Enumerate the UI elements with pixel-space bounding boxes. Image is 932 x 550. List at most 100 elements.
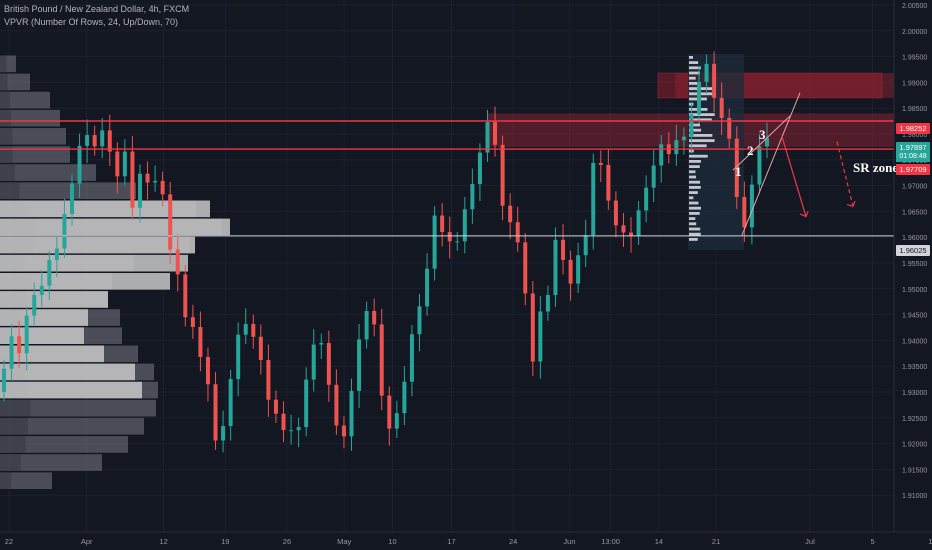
- candle: [417, 306, 422, 335]
- session-profile-row: [689, 170, 696, 174]
- volume-profile-row-part: [0, 91, 10, 109]
- candle: [545, 294, 550, 312]
- price-axis[interactable]: 2.00500 2.00000 1.99500 1.99000 1.98500 1.980…: [902, 3, 927, 500]
- session-profile-row: [689, 66, 701, 70]
- candle: [379, 324, 384, 396]
- session-profile-row: [689, 196, 694, 200]
- candle: [251, 323, 256, 337]
- candle: [742, 196, 747, 228]
- price-tick-label: 1.95000: [902, 287, 927, 294]
- candle: [296, 427, 301, 431]
- volume-profile-row-highlight: [0, 254, 188, 272]
- time-tick-label: Jul: [805, 537, 815, 546]
- session-profile-row: [689, 165, 700, 168]
- price-tag-lower: 1.97709: [896, 164, 930, 175]
- candle: [364, 310, 369, 340]
- candle: [289, 430, 294, 432]
- projection-arrow-head: [799, 211, 809, 218]
- price-tick-label: 1.91000: [902, 493, 927, 500]
- time-tick-label: 12: [159, 537, 167, 546]
- session-profile-row: [689, 134, 713, 137]
- candle: [145, 173, 150, 183]
- candle: [704, 63, 709, 82]
- time-tick-label: 24: [509, 537, 517, 546]
- session-profile-row: [689, 71, 700, 75]
- candle: [697, 81, 702, 115]
- price-tick-label: 1.98500: [902, 106, 927, 113]
- candle: [387, 395, 392, 429]
- time-axis[interactable]: 22 Apr 12 19 26 May 10 17 24 Jun 13:00 14 21 Jul 5 12: [5, 537, 932, 546]
- volume-profile-row-highlight: [0, 236, 195, 254]
- volume-profile-row-part: [0, 399, 31, 417]
- candle: [243, 323, 248, 335]
- volume-profile-row-part: [0, 73, 8, 91]
- candle: [236, 334, 241, 380]
- session-profile-row: [689, 175, 697, 179]
- candle: [598, 162, 603, 165]
- candle: [568, 259, 573, 284]
- candle: [77, 145, 82, 184]
- candle: [153, 180, 158, 183]
- volume-profile-row-highlight: [0, 291, 108, 308]
- projection-dashed-head: [846, 200, 856, 207]
- candle: [749, 184, 754, 228]
- candle: [530, 293, 535, 362]
- price-tag-support: 1.96025: [896, 245, 930, 256]
- session-profile-row: [689, 61, 699, 64]
- candle: [674, 140, 679, 155]
- volume-profile-row-part: [0, 418, 28, 435]
- candle: [712, 63, 717, 98]
- session-profile-row: [689, 144, 707, 148]
- wave-label-3: 3: [759, 127, 766, 142]
- wave-label-1: 1: [735, 164, 742, 179]
- volume-profile-row: [0, 472, 52, 489]
- candle: [54, 248, 59, 260]
- candle: [432, 215, 437, 269]
- candle: [107, 130, 112, 152]
- candle: [341, 425, 346, 437]
- volume-profile-row: [0, 418, 144, 435]
- candle: [266, 360, 271, 400]
- candle: [455, 241, 460, 243]
- candle: [168, 194, 173, 250]
- candle: [69, 183, 74, 214]
- wedge-upper-line: [732, 115, 791, 171]
- price-tick-label: 1.94500: [902, 313, 927, 320]
- candle: [576, 255, 581, 284]
- volume-profile-row-part: [0, 55, 7, 73]
- volume-profile-row: [0, 454, 102, 471]
- indicator-label[interactable]: VPVR (Number Of Rows, 24, Up/Down, 70): [4, 17, 179, 27]
- candle: [190, 317, 195, 327]
- candle: [311, 344, 316, 380]
- candle: [62, 213, 67, 249]
- bar-countdown: 01:08:48: [896, 152, 930, 162]
- candle: [334, 384, 339, 426]
- candle: [757, 146, 762, 185]
- candle: [372, 310, 377, 325]
- candle: [175, 249, 180, 275]
- session-profile-row: [689, 222, 697, 226]
- session-profile-row: [689, 227, 701, 231]
- volume-profile-row-highlight: [0, 363, 135, 381]
- price-tick-label: 1.94000: [902, 338, 927, 345]
- time-tick-label: 13:00: [601, 537, 620, 546]
- candle: [357, 339, 362, 391]
- volume-profile-row-part: [0, 164, 15, 181]
- candle: [100, 130, 105, 147]
- price-tick-label: 1.99500: [902, 55, 927, 62]
- time-tick-label: 10: [388, 537, 396, 546]
- volume-profile-row-part: [0, 182, 20, 199]
- candle: [349, 390, 354, 437]
- candle: [32, 294, 37, 316]
- time-tick-label: May: [337, 537, 351, 546]
- price-tick-label: 1.96000: [902, 235, 927, 242]
- volume-profile-row: [0, 91, 50, 109]
- volume-profile-row-highlight: [0, 309, 88, 326]
- candle: [629, 232, 634, 236]
- session-profile-row: [689, 217, 696, 220]
- candle: [228, 379, 233, 427]
- wedge-lower-line: [741, 92, 801, 236]
- candle: [47, 259, 52, 286]
- candle: [2, 368, 6, 392]
